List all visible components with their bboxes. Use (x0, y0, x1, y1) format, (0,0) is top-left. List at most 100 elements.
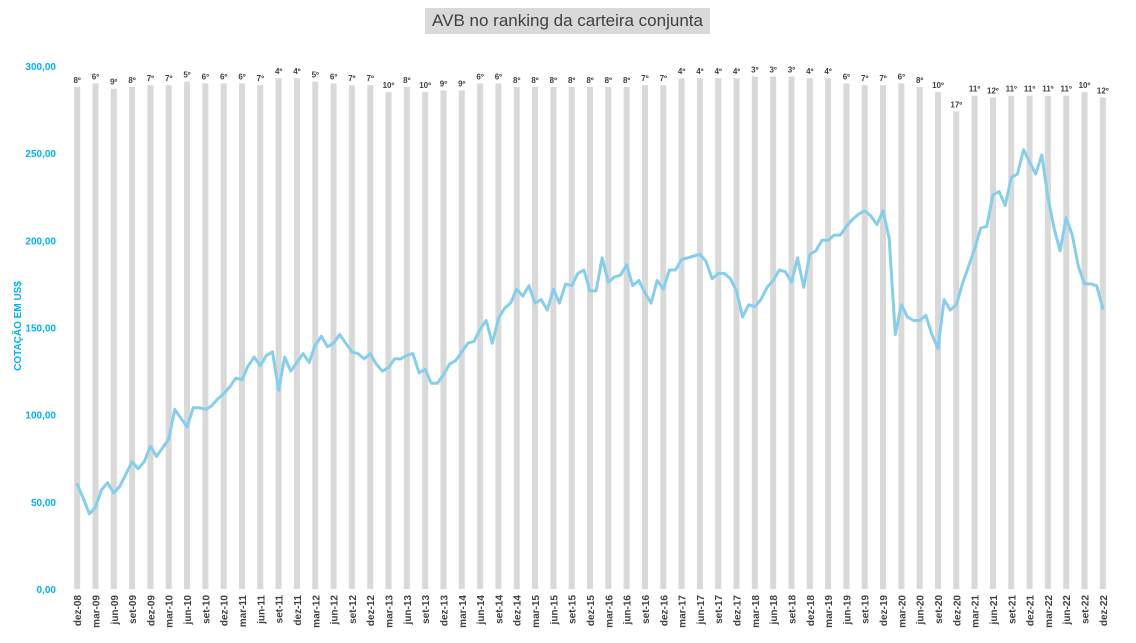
x-tick-label: mar-09 (91, 595, 102, 628)
ranking-label: 6º (92, 72, 99, 81)
line-layer (75, 148, 1105, 516)
ranking-label: 8º (403, 76, 410, 85)
ranking-label: 4º (696, 67, 703, 76)
x-tick-label: mar-14 (458, 595, 469, 628)
x-tick-label: jun-22 (1062, 595, 1073, 626)
x-axis: dez-08 mar-09 jun-09 set-09 dez-09 mar-10 jun-… (73, 595, 1110, 628)
x-tick-label: mar-18 (751, 595, 762, 628)
ranking-label: 8º (568, 76, 575, 85)
ranking-bar (843, 83, 850, 589)
x-tick-label: set-11 (275, 595, 286, 624)
x-tick-label: mar-13 (385, 595, 396, 628)
x-tick-label: set-10 (201, 595, 212, 624)
ranking-bar (1044, 95, 1051, 590)
ranking-label: 6º (476, 72, 483, 81)
x-tick-label: jun-13 (403, 595, 414, 626)
x-tick-label: set-16 (641, 595, 652, 624)
x-tick-label: jun-15 (549, 595, 560, 626)
x-tick-label: set-19 (861, 595, 872, 624)
x-tick-label: set-15 (568, 595, 579, 624)
ranking-bar (367, 85, 374, 589)
ranking-label: 7º (257, 74, 264, 83)
x-tick-label: mar-16 (604, 595, 615, 628)
ranking-label: 4º (293, 67, 300, 76)
ranking-bar (953, 111, 960, 590)
ranking-label: 8º (531, 76, 538, 85)
x-tick-label: dez-12 (366, 595, 377, 627)
ranking-label: 4º (733, 67, 740, 76)
x-tick-label: mar-21 (971, 595, 982, 628)
ranking-label: 11º (1042, 85, 1053, 94)
x-tick-label: mar-20 (897, 595, 908, 628)
ranking-bar (422, 92, 429, 590)
bar-label-layer: 8º 6º 9º 8º 7º 7º 5º 6º 6º 6º 7º 4º 4º 5º 6º 7º 7º 10º 8º 1… (73, 65, 1108, 109)
ranking-bar (751, 76, 758, 589)
ranking-bar (916, 86, 923, 590)
ranking-label: 3º (788, 65, 795, 74)
ranking-bar (715, 78, 722, 589)
ranking-label: 6º (220, 72, 227, 81)
x-tick-label: dez-10 (220, 595, 231, 627)
ranking-bar (880, 85, 887, 589)
ranking-bar (239, 83, 245, 589)
ranking-label: 11º (1024, 85, 1035, 94)
ranking-label: 11º (1061, 85, 1072, 94)
ranking-label: 10º (932, 81, 944, 90)
x-tick-label: dez-08 (73, 595, 84, 627)
ranking-label: 17º (950, 100, 962, 109)
ranking-label: 8º (73, 76, 80, 85)
x-tick-label: mar-17 (678, 595, 689, 628)
ranking-label: 6º (238, 72, 245, 81)
y-axis: 0,00 50,00 100,00 150,00 200,00 250,00 300,00 (25, 62, 56, 596)
y-tick-label: 50,00 (31, 498, 56, 509)
ranking-bar (550, 86, 557, 590)
ranking-bar (861, 85, 868, 589)
x-tick-label: mar-11 (238, 595, 249, 628)
x-tick-label: jun-20 (916, 595, 927, 626)
ranking-bar (275, 78, 282, 589)
chart-title: AVB no ranking da carteira conjunta (432, 11, 703, 30)
ranking-bar (1008, 95, 1015, 590)
ranking-label: 6º (898, 72, 905, 81)
ranking-bar (202, 83, 209, 589)
ranking-bar (678, 78, 685, 589)
ranking-bar (1063, 95, 1070, 590)
ranking-label: 7º (367, 74, 374, 83)
ranking-label: 12º (1097, 86, 1109, 95)
ranking-bar (532, 86, 539, 590)
ranking-bar (696, 78, 703, 589)
ranking-bar (1026, 95, 1033, 590)
ranking-bar (971, 95, 978, 590)
ranking-bar (74, 86, 81, 590)
ranking-bar (660, 85, 667, 589)
ranking-bar (184, 81, 191, 589)
ranking-bar (806, 78, 813, 589)
x-tick-label: dez-20 (952, 595, 963, 627)
x-tick-label: set-09 (128, 595, 139, 624)
x-tick-label: jun-16 (623, 595, 634, 626)
ranking-label: 8º (513, 76, 520, 85)
ranking-label: 9º (440, 79, 447, 88)
ranking-bar (825, 78, 832, 589)
x-tick-label: dez-11 (293, 595, 304, 626)
ranking-label: 3º (769, 65, 776, 74)
x-tick-label: jun-14 (476, 595, 487, 626)
ranking-bar (477, 83, 484, 589)
x-tick-label: dez-21 (1026, 595, 1037, 627)
chart-title-box: AVB no ranking da carteira conjunta (425, 8, 710, 34)
x-tick-label: set-20 (934, 595, 945, 624)
ranking-label: 3º (751, 65, 758, 74)
ranking-label: 11º (1006, 85, 1017, 94)
ranking-label: 9º (458, 79, 465, 88)
x-tick-label: mar-19 (824, 595, 835, 628)
ranking-label: 7º (165, 74, 172, 83)
ranking-bar (605, 86, 612, 590)
x-tick-label: mar-22 (1044, 595, 1055, 628)
x-tick-label: dez-16 (659, 595, 670, 627)
ranking-label: 7º (348, 74, 355, 83)
ranking-bar (587, 86, 593, 590)
ranking-label: 8º (623, 76, 630, 85)
x-tick-label: jun-19 (842, 595, 853, 626)
ranking-label: 4º (824, 67, 831, 76)
